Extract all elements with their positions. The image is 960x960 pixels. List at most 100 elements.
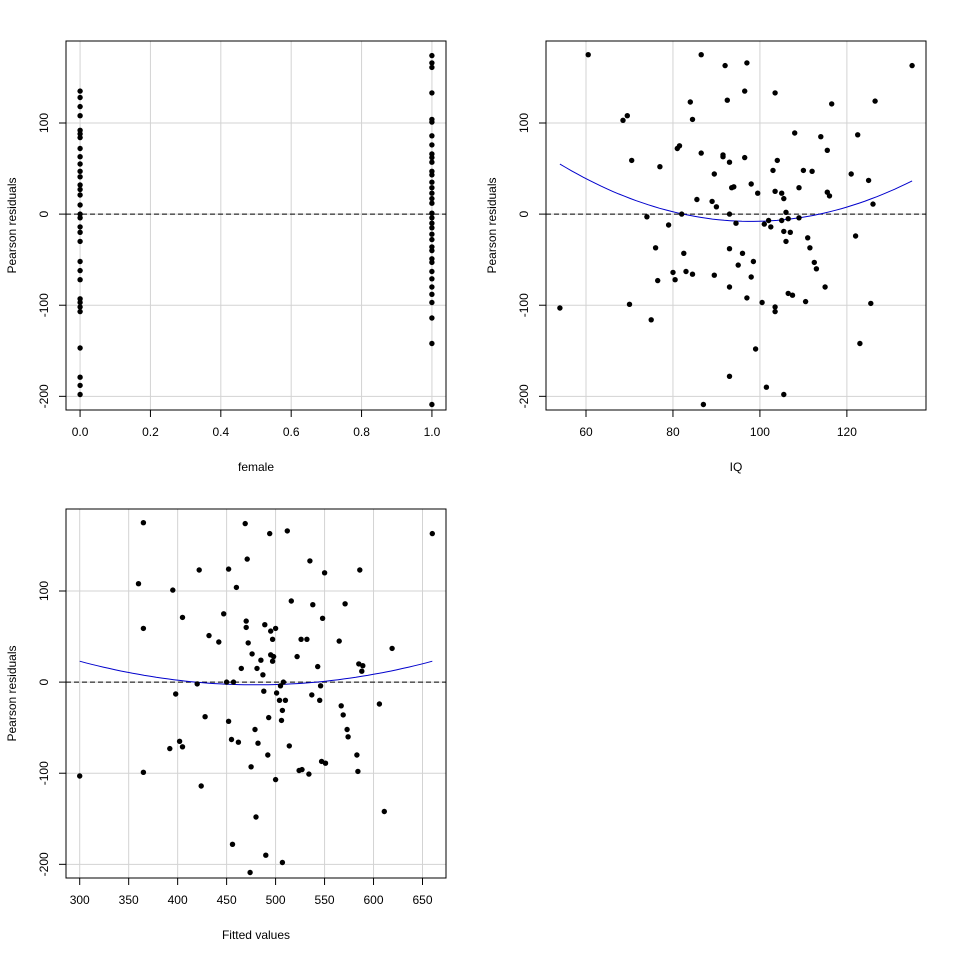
data-point xyxy=(700,401,707,408)
data-point xyxy=(909,62,915,69)
data-point xyxy=(272,625,279,632)
data-point xyxy=(77,258,83,265)
data-point xyxy=(852,233,859,239)
data-point xyxy=(317,697,323,703)
y-tick-label: 0 xyxy=(37,210,51,217)
data-point xyxy=(429,291,435,297)
data-point xyxy=(269,636,276,642)
data-point xyxy=(198,783,204,789)
data-point xyxy=(783,238,789,245)
data-point xyxy=(77,229,83,235)
data-point xyxy=(689,271,696,277)
data-point xyxy=(429,119,435,125)
data-point xyxy=(233,584,240,591)
data-point xyxy=(824,147,830,153)
data-point xyxy=(77,88,83,94)
data-point xyxy=(269,658,276,664)
data-point xyxy=(77,267,83,274)
data-point xyxy=(429,195,435,202)
data-point xyxy=(277,683,284,689)
data-point xyxy=(77,238,83,245)
data-point xyxy=(429,401,435,408)
data-point xyxy=(429,52,435,59)
y-tick-label: 0 xyxy=(37,678,51,685)
data-point xyxy=(173,691,179,697)
data-point xyxy=(672,277,678,283)
data-point xyxy=(429,172,435,178)
data-point xyxy=(726,373,733,379)
data-point xyxy=(724,97,730,103)
data-point xyxy=(429,60,435,66)
data-point xyxy=(307,558,313,564)
x-tick-label: 300 xyxy=(70,893,90,907)
x-tick-label: 80 xyxy=(666,425,680,439)
data-point xyxy=(429,236,435,243)
data-point xyxy=(179,744,186,750)
data-point xyxy=(772,188,778,194)
data-point xyxy=(354,752,360,758)
data-point xyxy=(242,520,248,527)
data-point xyxy=(787,229,793,235)
data-point xyxy=(429,64,435,71)
data-point xyxy=(429,530,435,537)
data-point xyxy=(811,259,817,266)
data-point xyxy=(77,202,83,208)
data-point xyxy=(868,300,874,307)
data-point xyxy=(429,179,435,185)
data-point xyxy=(429,154,435,161)
data-point xyxy=(429,215,435,221)
data-point xyxy=(735,262,741,268)
data-point xyxy=(689,116,696,123)
data-point xyxy=(249,651,255,657)
data-point xyxy=(796,215,802,221)
data-point xyxy=(676,143,683,149)
data-point xyxy=(306,771,312,777)
data-point xyxy=(429,231,435,237)
data-point xyxy=(722,62,728,69)
y-axis-title: Pearson residuals xyxy=(485,177,499,273)
y-tick-label: -100 xyxy=(517,293,531,317)
data-point xyxy=(698,150,704,156)
data-point xyxy=(225,566,232,572)
data-point xyxy=(644,214,650,220)
data-point xyxy=(77,215,83,221)
data-point xyxy=(429,200,435,206)
data-point xyxy=(872,98,878,104)
data-point xyxy=(785,216,791,222)
x-tick-label: 100 xyxy=(750,425,770,439)
x-tick-label: 450 xyxy=(217,893,237,907)
data-point xyxy=(77,211,83,217)
x-tick-label: 0.0 xyxy=(72,425,89,439)
data-point xyxy=(288,598,294,604)
data-point xyxy=(340,712,346,718)
data-point xyxy=(429,142,435,148)
data-point xyxy=(687,99,693,105)
data-point xyxy=(768,224,774,230)
data-point xyxy=(655,277,661,284)
data-point xyxy=(206,632,212,639)
data-point xyxy=(855,132,861,138)
x-tick-label: 0.6 xyxy=(283,425,300,439)
smooth-curve xyxy=(79,660,433,686)
data-point xyxy=(77,161,83,167)
data-point xyxy=(282,697,289,703)
data-point xyxy=(77,374,83,380)
data-point xyxy=(652,245,659,251)
data-point xyxy=(355,768,361,775)
data-point xyxy=(755,190,761,196)
data-point xyxy=(317,683,324,689)
x-tick-label: 350 xyxy=(119,893,139,907)
data-point xyxy=(772,90,778,96)
data-point xyxy=(254,665,260,672)
data-point xyxy=(429,220,435,226)
data-point xyxy=(266,714,272,721)
data-point xyxy=(77,131,83,137)
data-point xyxy=(263,852,269,858)
data-point xyxy=(748,274,754,280)
data-point xyxy=(389,645,395,652)
data-point xyxy=(270,653,277,660)
data-point xyxy=(681,250,687,256)
y-tick-label: 100 xyxy=(37,113,51,133)
data-point xyxy=(77,134,83,141)
